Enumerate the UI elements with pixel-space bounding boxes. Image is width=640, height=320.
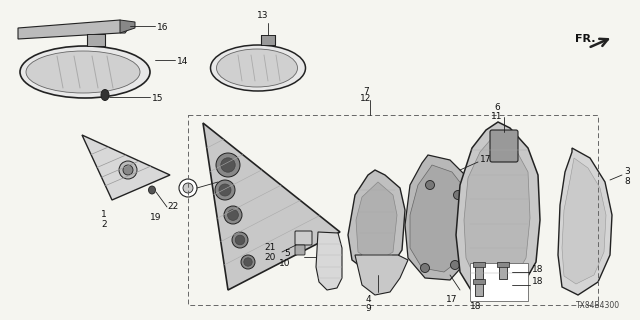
Text: TX84B4300: TX84B4300 (576, 301, 620, 310)
Text: 14: 14 (177, 57, 188, 66)
Text: 3: 3 (624, 167, 630, 177)
Ellipse shape (232, 232, 248, 248)
Ellipse shape (461, 230, 470, 239)
Text: 17: 17 (446, 295, 458, 304)
Text: 20: 20 (264, 253, 275, 262)
Polygon shape (120, 20, 135, 33)
Text: FR.: FR. (575, 34, 595, 44)
Polygon shape (82, 135, 170, 200)
FancyBboxPatch shape (295, 231, 312, 245)
Bar (475, 265, 483, 279)
Polygon shape (355, 255, 408, 295)
Ellipse shape (179, 179, 197, 197)
Ellipse shape (221, 158, 236, 172)
Polygon shape (410, 165, 468, 272)
Ellipse shape (183, 183, 193, 193)
Ellipse shape (148, 186, 156, 194)
Bar (473, 279, 485, 284)
Polygon shape (348, 170, 405, 272)
Text: 18: 18 (532, 265, 543, 274)
Ellipse shape (123, 165, 133, 175)
Text: 9: 9 (365, 304, 371, 313)
Text: 12: 12 (360, 94, 372, 103)
Text: 18: 18 (470, 302, 481, 311)
Ellipse shape (420, 263, 429, 273)
Text: 10: 10 (278, 259, 290, 268)
Polygon shape (316, 232, 342, 290)
Text: 22: 22 (168, 202, 179, 211)
Text: 1: 1 (101, 210, 107, 219)
Polygon shape (203, 123, 340, 290)
Polygon shape (456, 122, 540, 300)
Text: 5: 5 (284, 249, 290, 258)
Ellipse shape (216, 153, 240, 177)
Bar (473, 262, 485, 267)
Text: 6: 6 (494, 103, 500, 112)
Ellipse shape (215, 180, 235, 200)
Ellipse shape (426, 180, 435, 189)
Bar (499, 265, 507, 279)
Bar (475, 282, 483, 296)
Ellipse shape (20, 46, 150, 98)
Ellipse shape (224, 206, 242, 224)
Text: 13: 13 (257, 11, 269, 20)
Text: 15: 15 (152, 94, 163, 103)
Ellipse shape (236, 235, 245, 245)
Polygon shape (562, 158, 606, 284)
Polygon shape (356, 182, 397, 263)
Text: 4: 4 (365, 295, 371, 304)
Polygon shape (464, 135, 530, 288)
Ellipse shape (26, 51, 140, 93)
Bar (470, 263, 528, 301)
Text: 11: 11 (492, 112, 503, 121)
Text: 8: 8 (624, 178, 630, 187)
Bar (261, 35, 275, 45)
Ellipse shape (119, 161, 137, 179)
Text: 16: 16 (157, 23, 168, 32)
FancyBboxPatch shape (295, 245, 305, 255)
Ellipse shape (454, 190, 463, 199)
Text: 19: 19 (150, 213, 162, 222)
Polygon shape (405, 155, 472, 280)
Ellipse shape (101, 90, 109, 100)
Ellipse shape (219, 184, 231, 196)
Polygon shape (558, 148, 612, 295)
Ellipse shape (241, 255, 255, 269)
Bar (87, 34, 105, 46)
Text: 17: 17 (480, 155, 492, 164)
Text: 7: 7 (363, 87, 369, 96)
FancyBboxPatch shape (490, 130, 518, 162)
Ellipse shape (211, 45, 305, 91)
Text: 2: 2 (101, 220, 107, 229)
Ellipse shape (451, 260, 460, 269)
Ellipse shape (216, 49, 298, 87)
Text: 18: 18 (532, 277, 543, 286)
Ellipse shape (244, 258, 252, 266)
Bar (497, 262, 509, 267)
Text: 21: 21 (264, 244, 275, 252)
Ellipse shape (228, 210, 239, 220)
Polygon shape (18, 20, 130, 39)
